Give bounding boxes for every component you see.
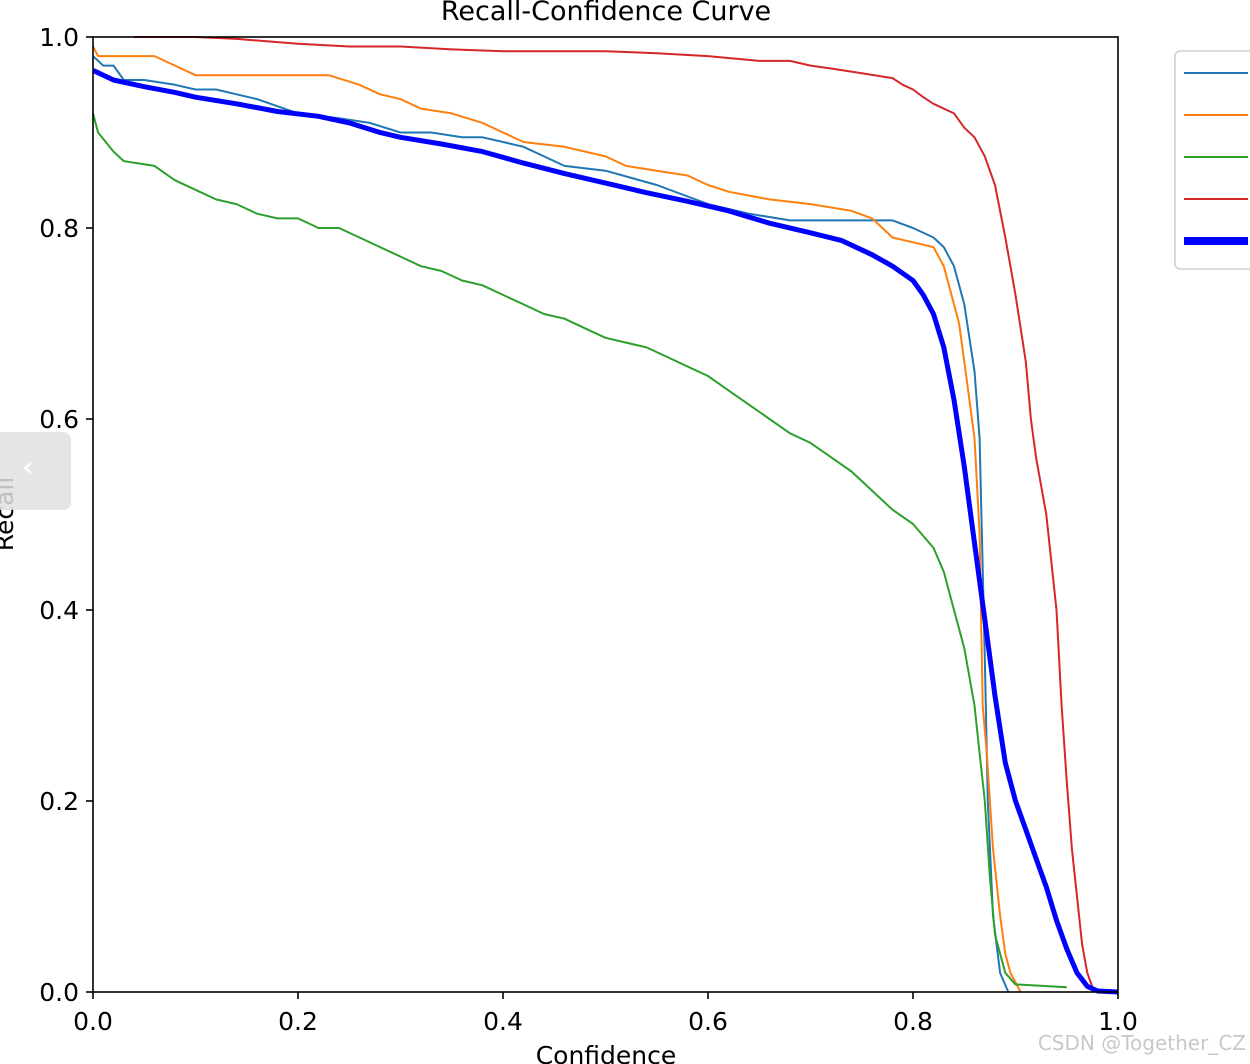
- watermark: CSDN @Together_CZ: [1038, 1031, 1246, 1055]
- y-tick-label: 0.6: [39, 405, 79, 434]
- series-line-3: [92, 113, 1067, 989]
- x-axis-label: Confidence: [536, 1041, 677, 1064]
- back-tab[interactable]: ‹: [0, 432, 71, 510]
- y-tick-label: 0.8: [39, 214, 79, 243]
- x-tick-label: 1.0: [1098, 1007, 1138, 1036]
- chevron-left-icon: ‹: [22, 450, 34, 485]
- x-tick-label: 0.4: [483, 1007, 523, 1036]
- chart-title: Recall-Confidence Curve: [441, 0, 771, 27]
- y-tick-label: 0.4: [39, 596, 79, 625]
- legend: [1174, 50, 1250, 270]
- series-line-5: [91, 68, 1119, 995]
- x-axis: 0.0 0.2 0.4 0.6 0.8 1.0: [73, 992, 1138, 1036]
- y-tick-label: 0.0: [39, 978, 79, 1007]
- series-layer: [91, 36, 1119, 995]
- series-line-1: [92, 55, 1010, 993]
- x-tick-label: 0.0: [73, 1007, 113, 1036]
- series-line-4: [134, 36, 1099, 993]
- plot-frame: [92, 36, 1119, 993]
- y-axis: 0.0 0.2 0.4 0.6 0.8 1.0: [39, 23, 93, 1007]
- legend-frame: [1174, 50, 1250, 270]
- x-tick-label: 0.6: [688, 1007, 728, 1036]
- x-tick-label: 0.8: [893, 1007, 933, 1036]
- x-tick-label: 0.2: [278, 1007, 318, 1036]
- y-tick-label: 1.0: [39, 23, 79, 52]
- y-tick-label: 0.2: [39, 787, 79, 816]
- legend-entries: [1184, 72, 1248, 245]
- series-line-2: [92, 46, 1022, 993]
